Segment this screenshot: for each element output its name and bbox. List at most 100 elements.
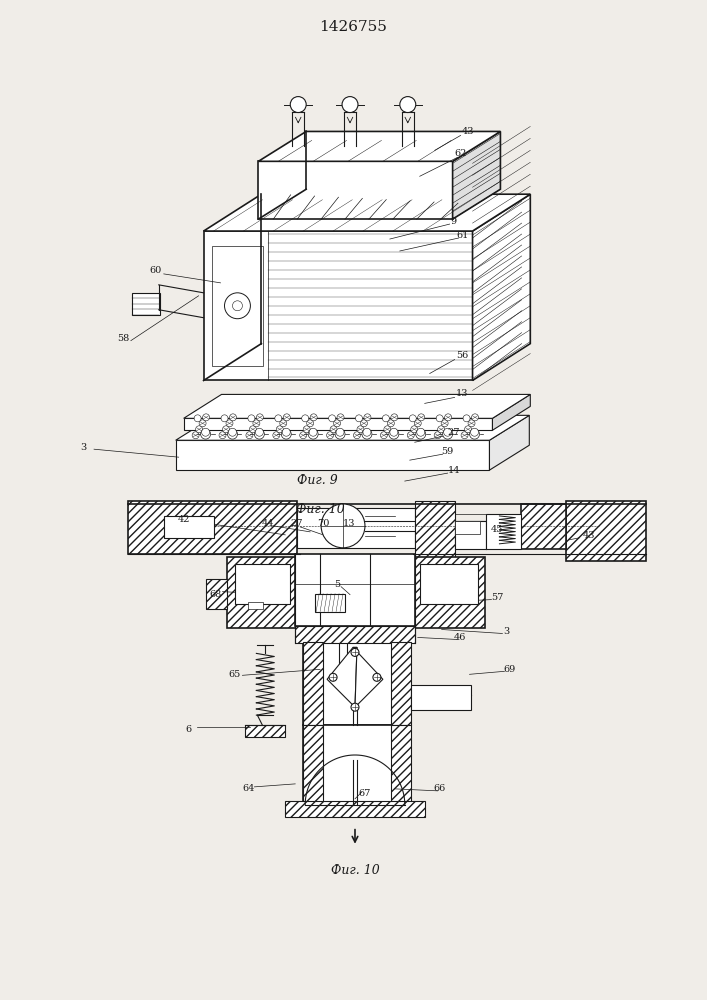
Circle shape <box>310 414 317 421</box>
Circle shape <box>275 415 282 422</box>
Circle shape <box>414 420 421 427</box>
Circle shape <box>257 414 263 421</box>
Circle shape <box>196 426 203 433</box>
Circle shape <box>250 426 257 433</box>
Circle shape <box>246 432 253 439</box>
Circle shape <box>337 414 344 421</box>
Circle shape <box>335 429 345 439</box>
Circle shape <box>461 432 468 439</box>
Polygon shape <box>452 131 501 219</box>
Polygon shape <box>258 131 501 161</box>
Text: 14: 14 <box>448 466 460 475</box>
Circle shape <box>233 301 243 311</box>
Circle shape <box>334 420 341 427</box>
Text: 65: 65 <box>228 670 240 679</box>
Circle shape <box>273 432 280 439</box>
Polygon shape <box>176 415 530 440</box>
Bar <box>315 594 345 612</box>
Bar <box>206 579 228 609</box>
Circle shape <box>321 504 365 548</box>
Circle shape <box>463 415 470 422</box>
Text: 59: 59 <box>441 447 454 456</box>
Bar <box>411 685 471 710</box>
Text: 43: 43 <box>461 127 474 136</box>
Polygon shape <box>493 394 530 430</box>
Circle shape <box>444 428 452 436</box>
Bar <box>303 725 411 805</box>
Text: Фиг. 10: Фиг. 10 <box>331 864 380 877</box>
Circle shape <box>308 429 318 439</box>
Circle shape <box>416 429 426 439</box>
Circle shape <box>225 293 250 319</box>
Circle shape <box>363 428 371 436</box>
Circle shape <box>373 673 381 681</box>
Circle shape <box>307 420 314 427</box>
Text: 57: 57 <box>491 593 503 602</box>
Bar <box>235 564 291 604</box>
Polygon shape <box>489 415 530 470</box>
Circle shape <box>389 429 399 439</box>
Circle shape <box>255 429 264 439</box>
Polygon shape <box>353 647 383 707</box>
Circle shape <box>382 415 390 422</box>
Circle shape <box>351 648 359 656</box>
Polygon shape <box>472 194 530 380</box>
Circle shape <box>380 432 387 439</box>
Circle shape <box>253 420 260 427</box>
Bar <box>132 293 160 315</box>
Text: 1426755: 1426755 <box>319 20 387 34</box>
Circle shape <box>390 428 398 436</box>
Text: 46: 46 <box>453 633 466 642</box>
Bar <box>164 516 214 538</box>
Polygon shape <box>204 194 530 231</box>
Text: 43: 43 <box>583 531 595 540</box>
Circle shape <box>441 420 448 427</box>
Bar <box>303 725 323 805</box>
Text: 70: 70 <box>317 519 329 528</box>
Text: 62: 62 <box>455 149 467 158</box>
Circle shape <box>468 420 475 427</box>
Circle shape <box>201 428 209 436</box>
Bar <box>285 801 425 817</box>
Circle shape <box>309 428 317 436</box>
Circle shape <box>409 415 416 422</box>
Circle shape <box>284 414 291 421</box>
Text: 69: 69 <box>503 665 515 674</box>
Circle shape <box>416 428 425 436</box>
Circle shape <box>228 429 238 439</box>
Bar <box>455 521 486 549</box>
Circle shape <box>329 415 336 422</box>
Bar <box>303 642 411 725</box>
Text: 64: 64 <box>243 784 255 793</box>
Bar <box>391 642 411 725</box>
Circle shape <box>391 414 398 421</box>
Circle shape <box>223 426 230 433</box>
Circle shape <box>351 703 359 711</box>
Text: 3: 3 <box>80 443 86 452</box>
Text: 68: 68 <box>209 590 222 599</box>
Bar <box>486 514 521 549</box>
Bar <box>420 564 477 604</box>
Circle shape <box>464 426 472 433</box>
Circle shape <box>438 426 445 433</box>
Circle shape <box>282 428 291 436</box>
Circle shape <box>362 429 372 439</box>
Circle shape <box>228 428 236 436</box>
Text: Фиг. 10: Фиг. 10 <box>296 503 344 516</box>
Circle shape <box>364 414 371 421</box>
Circle shape <box>361 420 368 427</box>
Circle shape <box>276 426 284 433</box>
Bar <box>566 501 646 561</box>
Text: 61: 61 <box>457 231 469 240</box>
Bar <box>303 642 323 725</box>
Circle shape <box>203 414 209 421</box>
Bar <box>414 557 486 628</box>
Polygon shape <box>184 394 530 418</box>
Circle shape <box>469 429 479 439</box>
Circle shape <box>221 415 228 422</box>
Bar <box>211 246 263 366</box>
Circle shape <box>230 414 236 421</box>
Text: 13: 13 <box>343 519 356 528</box>
Text: 44: 44 <box>262 519 274 528</box>
Circle shape <box>248 415 255 422</box>
